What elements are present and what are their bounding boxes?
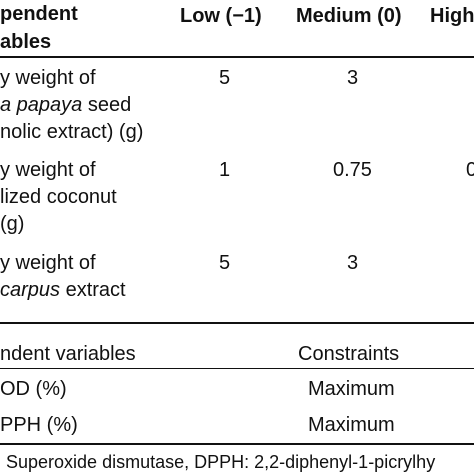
dependent-row2-name: PPH (%) — [0, 414, 78, 436]
independent-section-bottom-rule — [0, 322, 474, 324]
table-bottom-rule — [0, 443, 474, 445]
row2-medium-value: 0.75 — [333, 159, 372, 181]
row2-label-line2: lized coconut — [0, 186, 117, 208]
medium-level-header: Medium (0) — [296, 5, 402, 27]
row1-label-line2: a papaya seed — [0, 93, 131, 117]
row2-label-line1: y weight of — [0, 159, 96, 181]
row3-label-rest: extract — [60, 279, 126, 301]
row3-label-line2: carpus extract — [0, 278, 126, 302]
row1-label-line3: nolic extract) (g) — [0, 121, 144, 143]
row3-species-name: carpus — [0, 279, 61, 301]
row1-label-line1: y weight of — [0, 67, 96, 89]
row2-high-value: 0 — [466, 159, 474, 181]
header-bottom-rule — [0, 56, 474, 58]
dependent-row2-constraint: Maximum — [308, 414, 395, 436]
table-footnote: Superoxide dismutase, DPPH: 2,2-diphenyl… — [6, 452, 436, 472]
dependent-header-rule — [0, 368, 474, 369]
high-level-header: High — [430, 5, 474, 27]
row1-species-name: a papaya — [0, 94, 83, 116]
row3-medium-value: 3 — [347, 252, 359, 274]
row2-label-line3: (g) — [0, 213, 25, 235]
independent-variables-header-line1: pendent — [0, 3, 78, 25]
row2-low-value: 1 — [219, 159, 231, 181]
dependent-variables-header: ndent variables — [0, 343, 136, 365]
row1-label-rest: seed — [82, 94, 132, 116]
dependent-row1-name: OD (%) — [0, 378, 67, 400]
row1-medium-value: 3 — [347, 67, 359, 89]
row1-low-value: 5 — [219, 67, 231, 89]
independent-variables-header-line2: ables — [0, 31, 52, 53]
dependent-row1-constraint: Maximum — [308, 378, 395, 400]
row3-label-line1: y weight of — [0, 252, 96, 274]
row3-low-value: 5 — [219, 252, 231, 274]
constraints-header: Constraints — [298, 343, 400, 365]
low-level-header: Low (−1) — [180, 5, 262, 27]
